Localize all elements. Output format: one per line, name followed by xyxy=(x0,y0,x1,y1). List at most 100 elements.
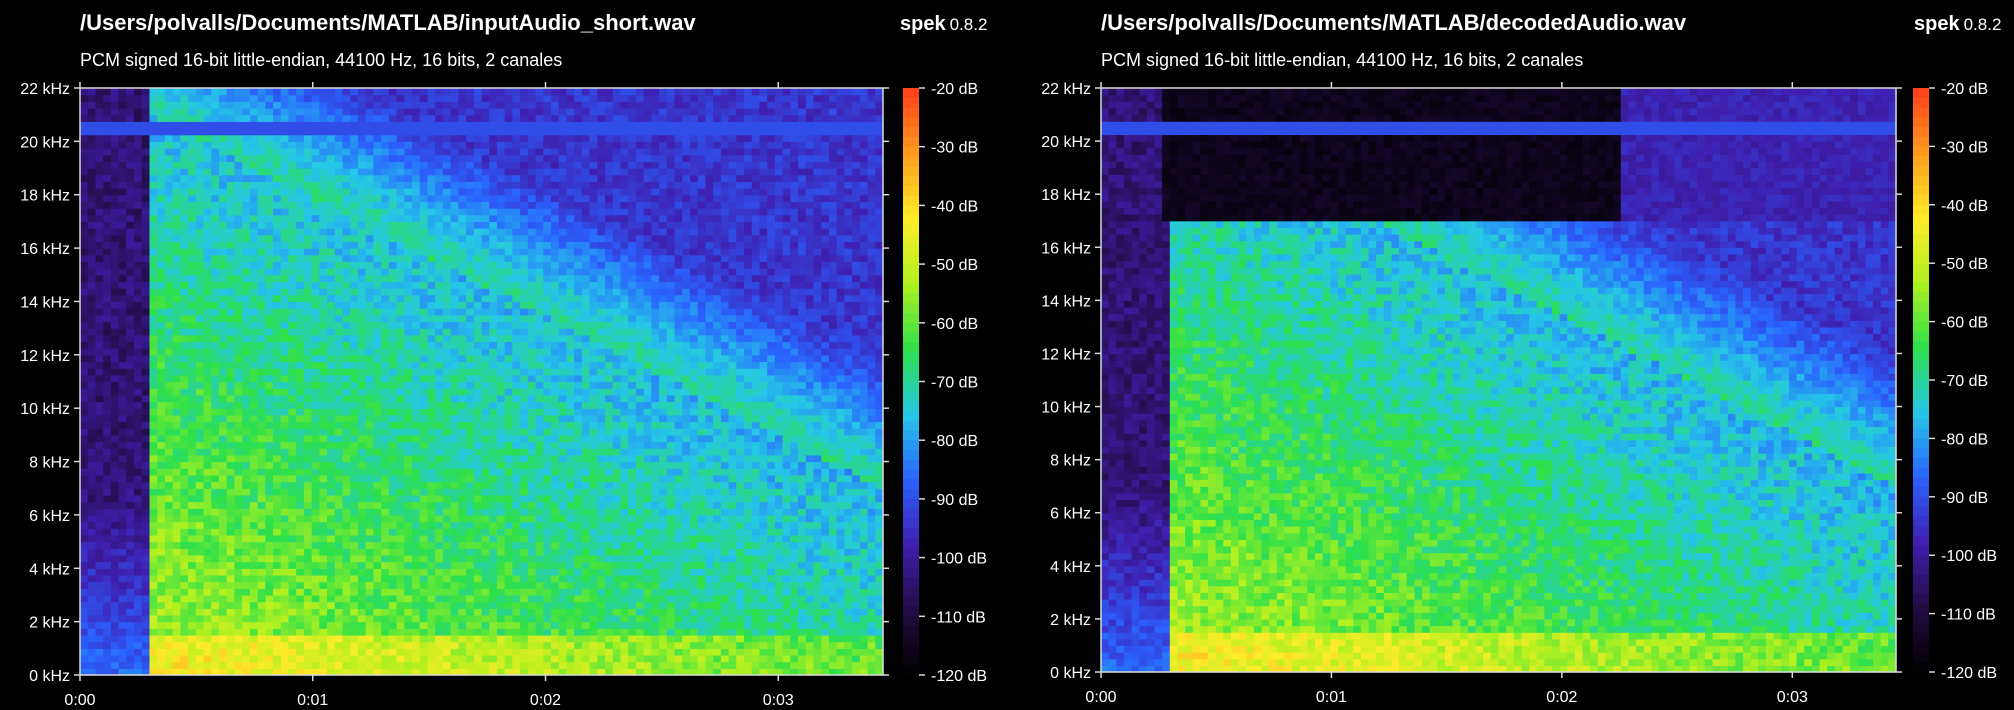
spectrogram-cell xyxy=(218,594,228,603)
spectrogram-cell xyxy=(350,468,359,476)
spectrogram-cell xyxy=(334,354,344,363)
spectrogram-cell xyxy=(381,354,390,363)
spectrogram-cell xyxy=(203,448,212,456)
spectrogram-cell xyxy=(350,148,359,156)
spectrogram-cell xyxy=(118,594,127,603)
spectrogram-cell xyxy=(496,274,506,283)
spectrogram-cell xyxy=(489,348,498,356)
spectrogram-cell xyxy=(203,574,212,583)
spectrogram-cell xyxy=(342,474,351,483)
spectrogram-cell xyxy=(350,208,359,216)
spectrogram-cell xyxy=(242,654,251,663)
spectrogram-cell xyxy=(334,421,344,429)
spectrogram-cell xyxy=(157,461,166,469)
spectrogram-cell xyxy=(288,534,297,543)
spectrogram-cell xyxy=(110,208,120,216)
spectrogram-cell xyxy=(110,348,120,356)
spectrogram-cell xyxy=(412,521,421,529)
spectrogram-cell xyxy=(342,294,351,303)
spectrogram-cell xyxy=(172,408,181,416)
spectrogram-cell xyxy=(195,528,205,536)
spectrogram-cell xyxy=(481,154,490,162)
spectrogram-cell xyxy=(280,561,290,569)
spectrogram-cell xyxy=(504,401,513,409)
spectrogram-cell xyxy=(442,654,452,663)
spectrogram-cell xyxy=(149,274,158,283)
spectrogram-cell xyxy=(296,281,305,289)
spectrogram-cell xyxy=(103,561,112,569)
spectrogram-cell xyxy=(504,628,513,636)
spectrogram-cell xyxy=(381,141,390,149)
spectrogram-cell xyxy=(195,94,205,102)
spectrogram-cell xyxy=(149,668,158,676)
spectrogram-cell xyxy=(203,474,212,483)
spectrogram-cell xyxy=(365,254,374,263)
spectrogram-cell xyxy=(234,514,243,523)
spectrogram-cell xyxy=(334,254,344,263)
spectrogram-cell xyxy=(427,608,436,616)
spectrogram-cell xyxy=(373,461,382,469)
spectrogram-cell xyxy=(412,441,421,449)
spectrogram-cell xyxy=(473,528,483,536)
spectrogram-cell xyxy=(381,441,390,449)
spectrogram-cell xyxy=(442,234,452,243)
spectrogram-cell xyxy=(342,134,351,142)
spectrogram-cell xyxy=(80,408,89,416)
spectrogram-cell xyxy=(388,294,398,303)
spectrogram-cell xyxy=(296,534,305,543)
spectrogram-cell xyxy=(481,274,490,283)
spectrogram-cell xyxy=(373,654,382,663)
spectrogram-cell xyxy=(249,428,259,436)
spectrogram-cell xyxy=(396,581,405,589)
spectrogram-cell xyxy=(435,481,444,489)
spectrogram-cell xyxy=(149,454,158,463)
spectrogram-cell xyxy=(273,541,282,549)
spectrogram-cell xyxy=(188,494,197,503)
spectrogram-cell xyxy=(404,108,413,116)
spectrogram-cell xyxy=(118,274,127,283)
spectrogram-cell xyxy=(234,614,243,623)
spectrogram-cell xyxy=(265,601,274,609)
spectrogram-cell xyxy=(164,194,174,202)
spectrogram-cell xyxy=(319,421,328,429)
spectrogram-cell xyxy=(157,508,166,516)
spectrogram-cell xyxy=(234,321,243,329)
spectrogram-cell xyxy=(396,428,405,436)
spectrogram-cell xyxy=(412,348,421,356)
spectrogram-cell xyxy=(249,188,259,196)
spectrogram-cell xyxy=(188,428,197,436)
spectrogram-cell xyxy=(342,128,351,136)
spectrogram-cell xyxy=(489,488,498,496)
spectrogram-cell xyxy=(265,494,274,503)
spectrogram-cell xyxy=(342,401,351,409)
spectrogram-cell xyxy=(157,381,166,389)
spectrogram-cell xyxy=(319,601,328,609)
spectrogram-cell xyxy=(412,294,421,303)
spectrogram-cell xyxy=(319,108,328,116)
spectrogram-cell xyxy=(466,641,475,649)
spectrogram-cell xyxy=(327,208,336,216)
spectrogram-cell xyxy=(404,508,413,516)
spectrogram-cell xyxy=(218,381,228,389)
spectrogram-cell xyxy=(458,554,467,563)
spectrogram-cell xyxy=(450,121,459,129)
spectrogram-cell xyxy=(80,428,89,436)
spectrogram-cell xyxy=(211,388,220,396)
spectrogram-cell xyxy=(234,468,243,476)
spectrogram-cell xyxy=(110,148,120,156)
spectrogram-cell xyxy=(489,154,498,162)
spectrogram-cell xyxy=(381,641,390,649)
spectrogram-cell xyxy=(273,414,282,423)
spectrogram-cell xyxy=(296,288,305,296)
spectrogram-cell xyxy=(134,521,143,529)
spectrogram-cell xyxy=(404,394,413,403)
spectrogram-cell xyxy=(288,148,297,156)
spectrogram-cell xyxy=(473,401,483,409)
spectrogram-cell xyxy=(296,481,305,489)
spectrogram-cell xyxy=(195,354,205,363)
spectrogram-cell xyxy=(242,514,251,523)
spectrogram-cell xyxy=(466,214,475,223)
spectrogram-cell xyxy=(458,514,467,523)
spectrogram-cell xyxy=(87,448,97,456)
spectrogram-cell xyxy=(342,148,351,156)
